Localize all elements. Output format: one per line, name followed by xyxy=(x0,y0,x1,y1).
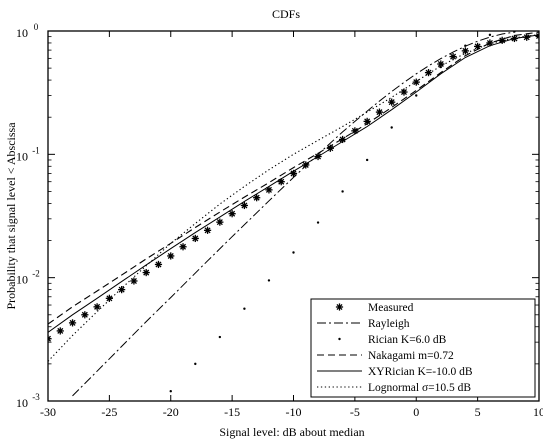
measured-point xyxy=(412,78,420,86)
measured-point xyxy=(240,201,248,210)
rician-point xyxy=(439,65,442,69)
legend-label: Measured xyxy=(368,302,414,314)
rician-point xyxy=(243,307,246,310)
y-tick-label: 10 -3 xyxy=(16,392,40,410)
x-tick-label: 0 xyxy=(413,405,419,419)
measured-point xyxy=(118,286,126,294)
measured-point xyxy=(339,135,347,144)
measured-point xyxy=(375,108,384,116)
x-axis: -30 -25 -20 -15 -10 -5 0 5 10 xyxy=(40,31,543,419)
legend-label: XYRician K=-10.0 dB xyxy=(368,366,473,378)
series-3-dashed-line xyxy=(48,31,539,325)
x-axis-title: Signal level: dB about median xyxy=(219,425,364,439)
y-tick-label: 10 -1 xyxy=(16,145,40,163)
y-tick-label: 10 0 xyxy=(16,22,39,40)
measured-point xyxy=(81,311,89,319)
rician-point xyxy=(316,221,320,224)
legend-item: XYRician K=-10.0 dB xyxy=(317,366,473,378)
legend-label: Nakagami m=0.72 xyxy=(368,350,454,362)
measured-point xyxy=(68,319,77,327)
x-tick-label: -20 xyxy=(163,405,179,419)
rician-point xyxy=(365,158,369,162)
legend-label: Rayleigh xyxy=(368,318,410,330)
legend-item: Rician K=6.0 dB xyxy=(338,334,447,346)
x-tick-label: -15 xyxy=(224,405,240,419)
rician-point xyxy=(341,190,344,193)
y-tick-label: 10 -2 xyxy=(16,269,40,287)
measured-point xyxy=(388,98,396,106)
legend-item: Nakagami m=0.72 xyxy=(317,350,454,362)
rician-point xyxy=(513,31,516,33)
measured-point xyxy=(56,327,64,335)
legend-label: Rician K=6.0 dB xyxy=(368,334,447,346)
measured-point xyxy=(130,277,138,285)
y-tick-label-exponent: 0 xyxy=(34,22,39,32)
y-tick-label-exponent: -3 xyxy=(32,392,40,402)
x-tick-label: -10 xyxy=(286,405,302,419)
measured-point xyxy=(93,303,101,311)
measured-point xyxy=(142,268,150,277)
y-tick-label-base: 10 xyxy=(16,26,28,40)
measured-point xyxy=(449,53,457,61)
legend-item: Rayleigh xyxy=(317,318,410,330)
x-tick-label: 10 xyxy=(533,405,543,419)
measured-point xyxy=(154,260,163,269)
y-tick-label-base: 10 xyxy=(16,396,28,410)
series-2-rician-points xyxy=(169,31,516,393)
y-tick-label-base: 10 xyxy=(16,273,28,287)
x-tick-label: -30 xyxy=(40,405,56,419)
measured-point xyxy=(216,218,224,226)
measured-point xyxy=(424,68,433,77)
measured-point xyxy=(400,88,408,96)
measured-point xyxy=(179,243,187,251)
rician-point xyxy=(464,44,467,47)
legend-marker-dot xyxy=(338,337,341,341)
rician-point xyxy=(194,362,197,366)
x-tick-label: 5 xyxy=(475,405,481,419)
x-tick-label: -5 xyxy=(350,405,360,419)
rician-point xyxy=(390,126,393,129)
measured-point xyxy=(203,226,212,234)
legend-box xyxy=(310,298,536,398)
rician-point xyxy=(488,33,492,37)
rician-point xyxy=(218,335,222,339)
rician-point xyxy=(292,251,295,254)
rician-point xyxy=(267,279,271,282)
y-tick-label-exponent: -2 xyxy=(32,269,40,279)
rician-point xyxy=(169,390,172,393)
measured-point xyxy=(191,234,199,243)
measured-point xyxy=(228,210,236,218)
y-axis: 10 -3 10 -2 10 -1 10 0 xyxy=(16,22,539,410)
measured-point xyxy=(461,47,469,55)
legend-marker-measured xyxy=(335,303,344,311)
measured-point xyxy=(253,194,261,202)
y-axis-title: Probability that signal level < Abscissa xyxy=(4,122,18,310)
rician-point xyxy=(415,94,418,97)
measured-point xyxy=(105,294,113,302)
legend-item: Measured xyxy=(335,302,414,314)
chart-title: CDFs xyxy=(272,7,300,21)
series-0-measured-markers xyxy=(48,32,539,343)
measured-point xyxy=(265,186,273,194)
legend: Measured Rayleigh Rician K=6.0 dB Nakagami … xyxy=(310,298,536,398)
series-layer xyxy=(48,31,539,397)
y-tick-label-exponent: -1 xyxy=(32,145,40,155)
x-tick-label: -25 xyxy=(101,405,117,419)
y-tick-label-base: 10 xyxy=(16,149,28,163)
series-1-dashdot-line xyxy=(72,31,515,397)
legend-item: Lognormal σ=10.5 dB xyxy=(317,382,471,394)
measured-point xyxy=(167,252,175,260)
measured-point xyxy=(48,335,52,343)
series-4-solid-line xyxy=(48,34,539,333)
measured-point xyxy=(351,127,359,135)
legend-label: Lognormal σ=10.5 dB xyxy=(368,382,471,394)
